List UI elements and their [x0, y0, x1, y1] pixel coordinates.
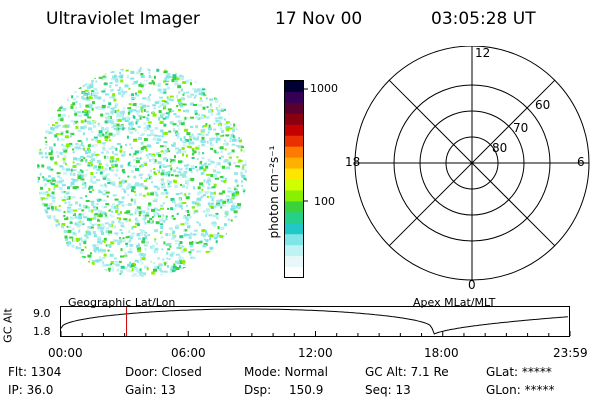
lat-label-60: 60 — [535, 98, 551, 112]
timeline-ytick-top: 9.0 — [33, 307, 51, 320]
uv-image — [37, 67, 247, 277]
colorbar-unit-label: photon cm⁻²s⁻¹ — [267, 145, 281, 239]
colorbar-band — [285, 256, 303, 268]
colorbar-band — [285, 146, 303, 159]
date-label: 17 Nov 00 — [275, 9, 363, 29]
colorbar-band — [285, 124, 303, 137]
xtick-1200: 12:00 — [298, 346, 333, 360]
instrument-title: Ultraviolet Imager — [46, 9, 200, 29]
xtick-0000: 00:00 — [48, 346, 83, 360]
colorbar-tick-100: 100 — [314, 195, 335, 208]
mlt-label-18: 18 — [345, 155, 361, 169]
xtick-2359: 23:59 — [553, 346, 588, 360]
colorbar-band — [285, 267, 303, 279]
colorbar-band — [285, 223, 303, 235]
mlt-label-6: 6 — [577, 155, 585, 169]
colorbar-band — [285, 201, 303, 213]
colorbar-tick-1000: 1000 — [310, 82, 338, 95]
door-label: Door: Closed — [125, 365, 202, 379]
flt-label: Flt: 1304 — [8, 365, 62, 379]
time-label: 03:05:28 UT — [431, 9, 536, 29]
timeline-ylabel: GC Alt — [1, 308, 15, 343]
seq-label: Seq: 13 — [365, 383, 411, 397]
colorbar-band — [285, 135, 303, 148]
mode-label: Mode: Normal — [244, 365, 328, 379]
glon-label: GLon: ***** — [486, 383, 555, 397]
lat-label-70: 70 — [513, 121, 529, 135]
ip-label: IP: 36.0 — [8, 383, 54, 397]
polar-plot — [354, 46, 590, 281]
dsp-label: Dsp: — [244, 383, 272, 397]
mlt-label-0: 0 — [468, 278, 476, 292]
xtick-0600: 06:00 — [171, 346, 206, 360]
timeline-plot — [60, 306, 571, 337]
colorbar-band — [285, 113, 303, 126]
glat-label: GLat: ***** — [486, 365, 552, 379]
colorbar-band — [285, 212, 303, 224]
colorbar-band — [285, 190, 303, 202]
colorbar-band — [285, 157, 303, 170]
dsp-value: 150.9 — [289, 383, 324, 397]
gain-label: Gain: 13 — [125, 383, 176, 397]
mlt-label-12: 12 — [475, 46, 491, 60]
timeline-left-caption: Geographic Lat/Lon — [68, 296, 176, 309]
timeline-ytick-bottom: 1.8 — [33, 325, 51, 338]
colorbar-band — [285, 91, 303, 104]
colorbar-band — [285, 81, 303, 93]
colorbar-band — [285, 102, 303, 115]
lat-label-80: 80 — [492, 141, 508, 155]
colorbar-band — [285, 245, 303, 257]
colorbar-band — [285, 234, 303, 246]
colorbar-band — [285, 168, 303, 180]
colorbar — [284, 80, 308, 279]
xtick-1800: 18:00 — [424, 346, 459, 360]
colorbar-band — [285, 179, 303, 191]
gc-alt-label: GC Alt: 7.1 Re — [365, 365, 449, 379]
timeline-right-caption: Apex MLat/MLT — [413, 296, 496, 309]
